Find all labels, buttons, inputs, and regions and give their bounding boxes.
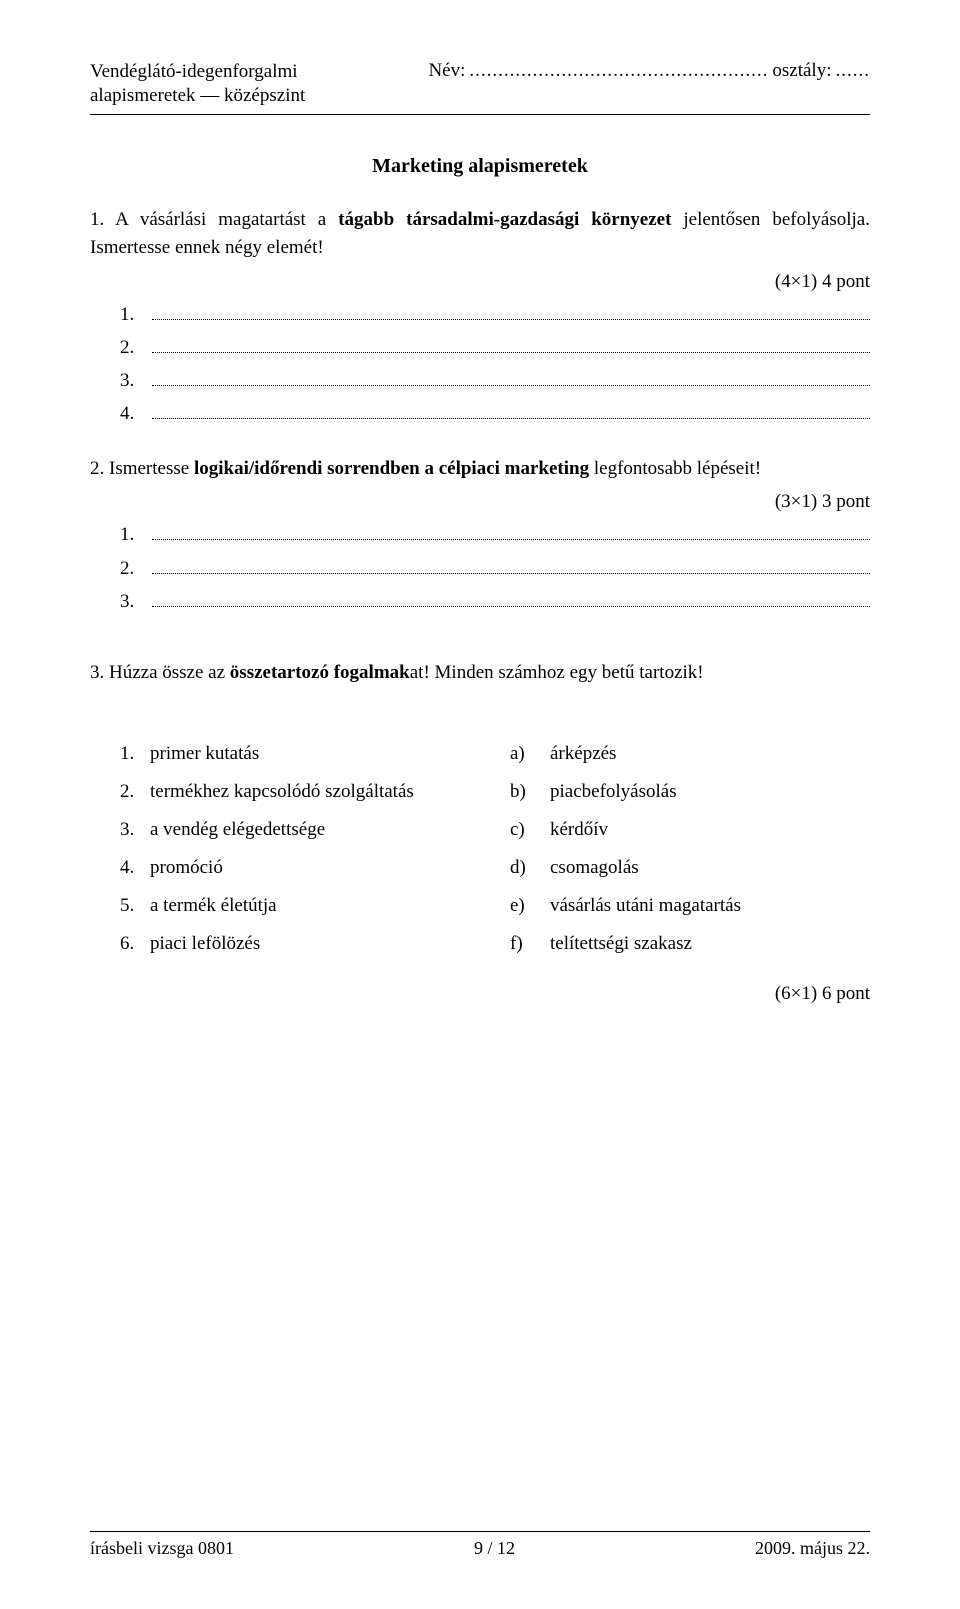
footer-rule bbox=[90, 1531, 870, 1532]
question-3: 3. Húzza össze az összetartozó fogalmaka… bbox=[90, 659, 870, 688]
question-2: 2. Ismertesse logikai/időrendi sorrendbe… bbox=[90, 455, 870, 484]
footer-center: 9 / 12 bbox=[474, 1538, 515, 1559]
subject-line-1: Vendéglátó-idegenforgalmi bbox=[90, 60, 305, 84]
q1-answer-3: 3. bbox=[120, 369, 870, 392]
q3-points: (6×1) 6 pont bbox=[90, 983, 870, 1005]
section-title: Marketing alapismeretek bbox=[90, 155, 870, 178]
match-row-2: 2. termékhez kapcsolódó szolgáltatás b) … bbox=[120, 773, 870, 811]
q1-answer-2: 2. bbox=[120, 336, 870, 359]
q2-points: (3×1) 3 pont bbox=[90, 491, 870, 513]
question-1: 1. A vásárlási magatartást a tágabb társ… bbox=[90, 206, 870, 263]
q1-answer-1: 1. bbox=[120, 303, 870, 326]
subject-block: Vendéglátó-idegenforgalmi alapismeretek … bbox=[90, 60, 305, 108]
match-table: 1. primer kutatás a) árképzés 2. termékh… bbox=[120, 735, 870, 963]
match-row-4: 4. promóció d) csomagolás bbox=[120, 849, 870, 887]
page-footer: írásbeli vizsga 0801 9 / 12 2009. május … bbox=[90, 1531, 870, 1559]
q1-num: 1. bbox=[90, 209, 104, 230]
q3-num: 3. bbox=[90, 662, 104, 683]
q1-points: (4×1) 4 pont bbox=[90, 271, 870, 293]
match-row-6: 6. piaci lefölözés f) telítettségi szaka… bbox=[120, 925, 870, 963]
footer-right: 2009. május 22. bbox=[755, 1538, 870, 1559]
q3-text-a: Húzza össze az bbox=[104, 662, 230, 683]
q2-text-a: Ismertesse bbox=[104, 458, 194, 479]
q2-text-b: legfontosabb lépéseit! bbox=[589, 458, 761, 479]
q1-text-a: A vásárlási magatartást a bbox=[104, 209, 338, 230]
q2-num: 2. bbox=[90, 458, 104, 479]
footer-left: írásbeli vizsga 0801 bbox=[90, 1538, 234, 1559]
q2-answer-2: 2. bbox=[120, 556, 870, 579]
header-rule bbox=[90, 114, 870, 115]
subject-line-2: alapismeretek — középszint bbox=[90, 84, 305, 108]
q3-bold: összetartozó fogalmak bbox=[230, 662, 410, 683]
class-dots: ...... bbox=[836, 60, 871, 82]
match-row-5: 5. a termék életútja e) vásárlás utáni m… bbox=[120, 887, 870, 925]
q1-answer-4: 4. bbox=[120, 402, 870, 425]
q2-answer-1: 1. bbox=[120, 523, 870, 546]
class-label: osztály: bbox=[772, 60, 831, 82]
name-label: Név: bbox=[428, 60, 465, 82]
match-row-1: 1. primer kutatás a) árképzés bbox=[120, 735, 870, 773]
q3-text-b: at! Minden számhoz egy betű tartozik! bbox=[410, 662, 704, 683]
name-class-block: Név: ...................................… bbox=[428, 60, 870, 82]
match-row-3: 3. a vendég elégedettsége c) kérdőív bbox=[120, 811, 870, 849]
q2-bold: logikai/időrendi sorrendben a célpiaci m… bbox=[194, 458, 589, 479]
page-header: Vendéglátó-idegenforgalmi alapismeretek … bbox=[90, 60, 870, 108]
name-dots: ........................................… bbox=[469, 60, 768, 82]
q2-answer-3: 3. bbox=[120, 590, 870, 613]
q1-bold: tágabb társadalmi-gazdasági környezet bbox=[338, 209, 671, 230]
